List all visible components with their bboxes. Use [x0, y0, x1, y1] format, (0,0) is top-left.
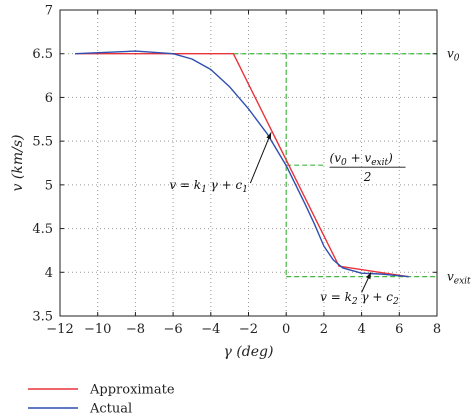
x-tick-label: 0	[282, 322, 290, 337]
legend: Approximate Actual	[28, 383, 175, 417]
equation-arrow-2-head	[366, 272, 372, 280]
x-tick-label: −10	[84, 322, 111, 337]
series-layer	[75, 50, 409, 278]
y-axis-label: v (km/s)	[10, 135, 26, 192]
y-tick-label: 5.5	[32, 135, 53, 150]
label-layer: γ (deg) v (km/s)	[10, 135, 273, 360]
vmid-fraction-numerator: (v0 + vexit)	[330, 151, 394, 168]
x-tick-label: 6	[395, 322, 403, 337]
v0-label: v0	[447, 47, 460, 64]
tick-layer: −12 −10 −8 −6 −4 −2 0 2 4 6 8 3.5 4 4.5 5 5.5 6 6.5 7	[32, 4, 441, 338]
vmid-fraction-denominator: 2	[363, 170, 372, 184]
x-tick-label: 4	[357, 322, 365, 337]
x-tick-label: 8	[433, 322, 441, 337]
equation-label-2: v = k2 γ + c2	[320, 290, 399, 307]
y-tick-label: 5	[45, 178, 53, 193]
y-tick-label: 4.5	[32, 222, 53, 237]
x-axis-label: γ (deg)	[224, 344, 274, 360]
vexit-label: vexit	[447, 270, 471, 287]
y-tick-label: 4	[45, 266, 53, 281]
reference-lines	[233, 53, 437, 278]
legend-label-actual: Actual	[89, 402, 132, 417]
x-tick-label: −8	[126, 322, 145, 337]
equation-label-1: v = k1 γ + c1	[169, 178, 248, 195]
x-tick-label: −12	[46, 322, 73, 337]
legend-label-approximate: Approximate	[89, 383, 175, 398]
x-tick-label: 2	[320, 322, 328, 337]
y-tick-label: 6	[45, 91, 53, 106]
equation-arrow-1	[249, 132, 272, 184]
annotation-layer: v0 vexit (v0 + vexit) 2 v = k1 γ + c1 v = k2 …	[169, 47, 471, 307]
series-line-actual	[75, 50, 409, 278]
grid	[60, 10, 437, 316]
y-tick-label: 3.5	[32, 310, 53, 325]
equation-arrow-1-head	[266, 132, 272, 140]
y-tick-label: 6.5	[32, 47, 53, 62]
series-line-approximate	[75, 53, 409, 278]
x-tick-label: −2	[239, 322, 258, 337]
x-tick-label: −6	[164, 322, 183, 337]
y-tick-label: 7	[45, 4, 53, 19]
x-tick-label: −4	[201, 322, 220, 337]
